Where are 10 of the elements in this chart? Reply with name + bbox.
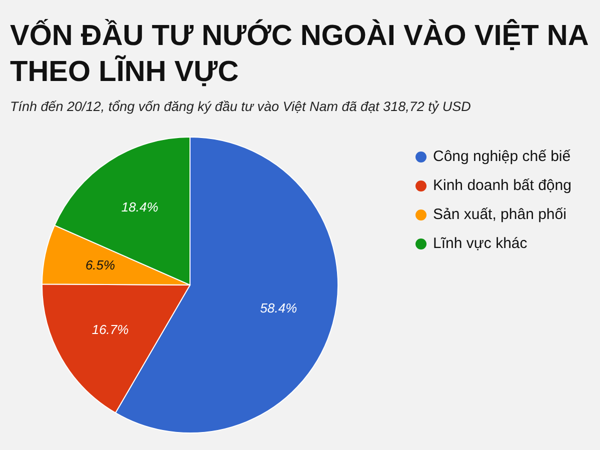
legend-label: Công nghiệp chế biế [433,148,572,165]
chart-title: VỐN ĐẦU TƯ NƯỚC NGOÀI VÀO VIỆT NA THEO LĨNH VỰC [10,19,589,88]
data-label: 58.4% [260,300,298,316]
legend-label: Sản xuất, phân phối [433,206,566,223]
chart-subtitle: Tính đến 20/12, tổng vốn đăng ký đầu tư vào Việt Nam đã đạt 318,72 tỷ USD [10,99,472,114]
data-label: 18.4% [121,200,158,215]
data-label: 16.7% [92,322,129,337]
data-label: 6.5% [85,257,116,272]
legend-label: Lĩnh vực khác [433,234,528,252]
legend-label: Kinh doanh bất động [433,176,572,194]
